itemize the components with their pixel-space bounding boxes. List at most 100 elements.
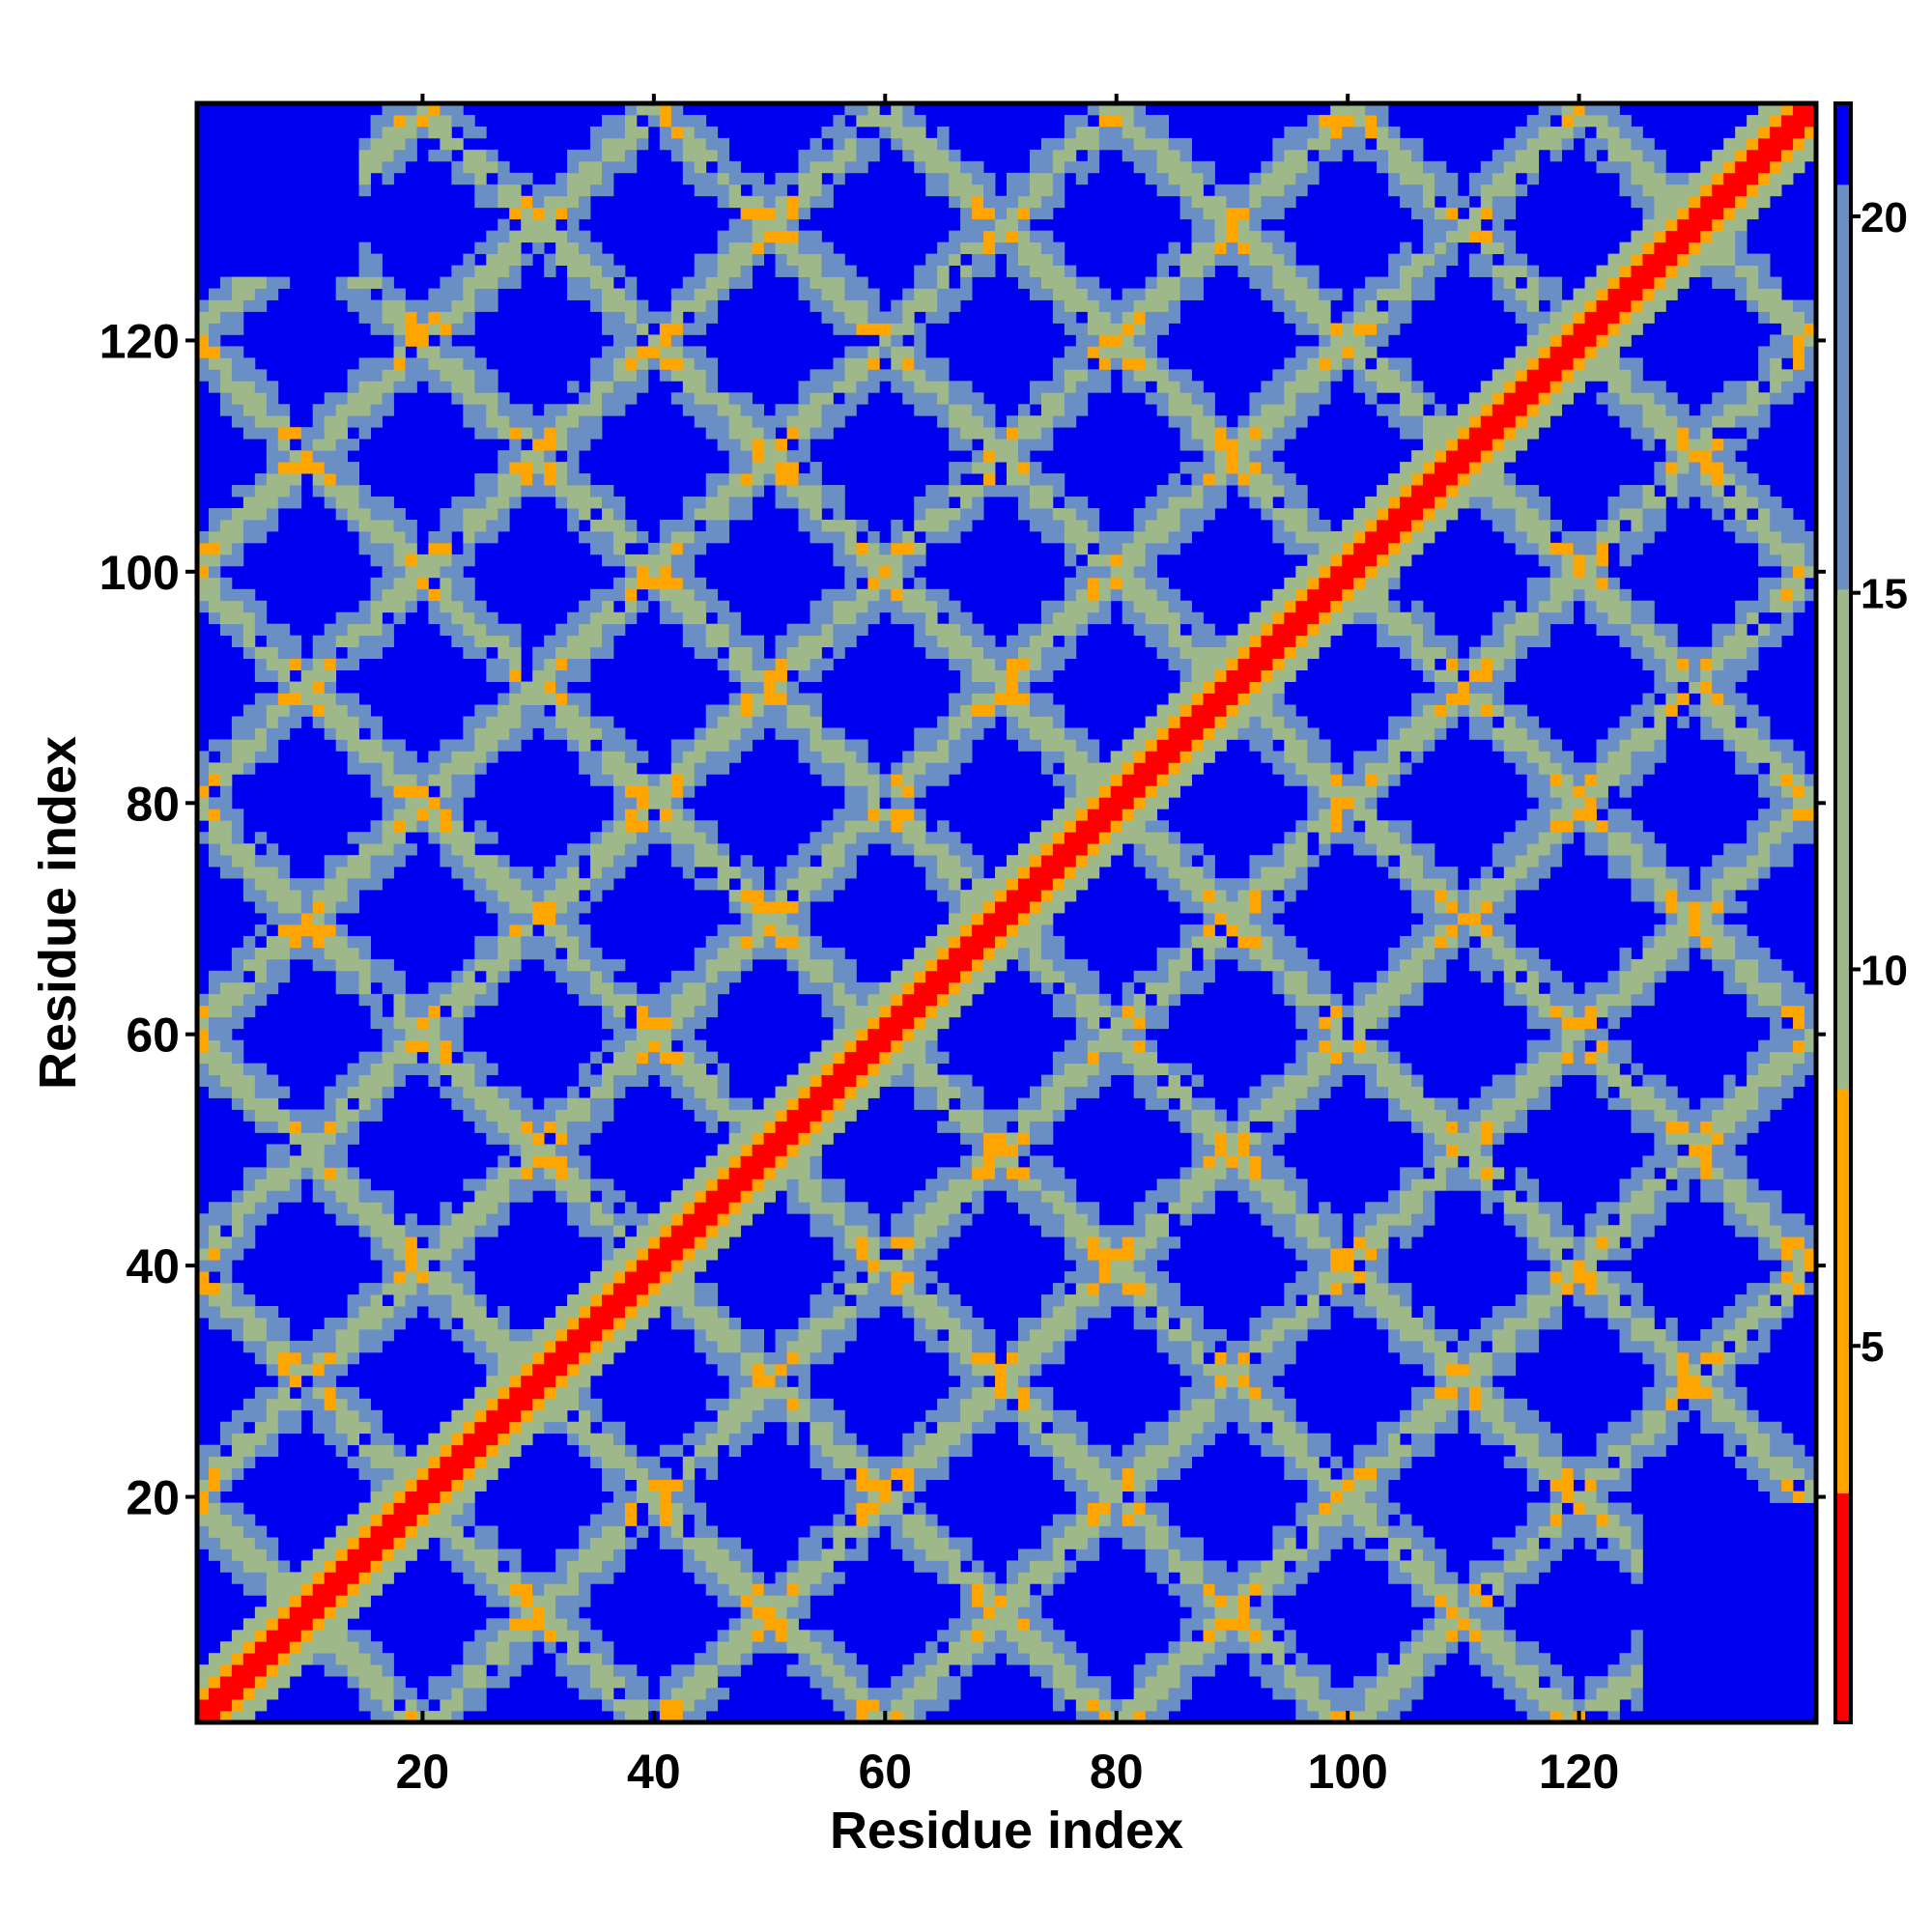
heatmap-cell: [1017, 1606, 1031, 1619]
heatmap-cell: [579, 1063, 591, 1075]
heatmap-cell: [1631, 958, 1643, 972]
heatmap-cell: [821, 1179, 834, 1191]
heatmap-cell: [1723, 1398, 1736, 1411]
heatmap-cell: [1607, 1548, 1620, 1561]
heatmap-cell: [416, 1467, 429, 1480]
heatmap-cell: [1631, 1340, 1643, 1353]
heatmap-cell: [1052, 970, 1065, 983]
heatmap-cell: [1422, 1202, 1435, 1214]
heatmap-cell: [242, 1548, 256, 1561]
heatmap-cell: [937, 1097, 950, 1110]
heatmap-cell: [1665, 1121, 1678, 1133]
heatmap-cell: [1457, 1121, 1470, 1133]
heatmap-cell: [1261, 1618, 1273, 1631]
heatmap-cell: [1400, 1225, 1412, 1237]
heatmap-cell: [1098, 1271, 1112, 1284]
heatmap-cell: [1723, 1318, 1736, 1330]
heatmap-cell: [266, 890, 279, 902]
heatmap-cell: [1179, 981, 1192, 995]
heatmap-cell: [242, 1005, 256, 1018]
heatmap-cell: [983, 1351, 996, 1365]
heatmap-cell: [937, 1051, 950, 1065]
heatmap-cell: [798, 1132, 810, 1145]
heatmap-cell: [579, 1167, 591, 1179]
heatmap-cell: [497, 1421, 510, 1435]
heatmap-cell: [798, 890, 810, 902]
heatmap-cell: [775, 1086, 787, 1098]
heatmap-cell: [1492, 1097, 1505, 1110]
heatmap-cell: [219, 1306, 233, 1319]
heatmap-cell: [983, 1340, 996, 1353]
heatmap-cell: [347, 1121, 359, 1133]
heatmap-cell: [949, 981, 961, 995]
heatmap-cell: [937, 1398, 950, 1411]
heatmap-cell: [1249, 913, 1262, 925]
heatmap-cell: [1400, 1444, 1412, 1458]
heatmap-cell: [1261, 1386, 1273, 1400]
heatmap-cell: [972, 1121, 984, 1133]
heatmap-cell: [509, 890, 522, 902]
heatmap-cell: [463, 1283, 475, 1295]
heatmap-cell: [1330, 1711, 1343, 1723]
heatmap-cell: [1122, 1016, 1135, 1030]
heatmap-cell: [1272, 1409, 1285, 1423]
heatmap-cell: [694, 1456, 707, 1469]
heatmap-cell: [833, 993, 845, 1007]
heatmap-cell: [1295, 1097, 1308, 1110]
heatmap-cell: [509, 901, 522, 914]
heatmap-cell: [370, 1318, 383, 1330]
heatmap-cell: [1492, 1074, 1505, 1087]
heatmap-cell: [416, 1225, 429, 1237]
heatmap-cell: [949, 1653, 961, 1665]
heatmap-cell: [590, 1109, 603, 1122]
heatmap-cell: [335, 1155, 349, 1168]
heatmap-cell: [1422, 1190, 1435, 1203]
heatmap-cell: [1098, 1294, 1112, 1307]
heatmap-cell: [1468, 1167, 1482, 1179]
heatmap-cell: [1377, 1318, 1389, 1330]
heatmap-cell: [1758, 1086, 1771, 1098]
heatmap-cell: [1665, 890, 1678, 902]
heatmap-cell: [1665, 1190, 1678, 1203]
heatmap-cell: [254, 1537, 268, 1549]
heatmap-cell: [705, 1109, 719, 1122]
heatmap-cell: [509, 1433, 522, 1446]
heatmap-cell: [1249, 1398, 1262, 1411]
heatmap-cell: [451, 1097, 464, 1110]
heatmap-cell: [763, 1398, 776, 1411]
heatmap-cell: [867, 993, 880, 1007]
heatmap-cell: [1052, 1225, 1065, 1237]
heatmap-cell: [440, 1051, 452, 1065]
heatmap-cell: [1712, 1318, 1724, 1330]
heatmap-cell: [1319, 1664, 1331, 1677]
heatmap-cell: [1040, 1444, 1054, 1458]
heatmap-cell: [1607, 1039, 1620, 1053]
heatmap-cell: [1492, 947, 1505, 960]
heatmap-cell: [612, 1444, 626, 1458]
heatmap-cell: [972, 1202, 984, 1214]
heatmap-cell: [1191, 1306, 1204, 1319]
heatmap-cell: [1040, 1618, 1054, 1631]
heatmap-cell: [949, 1179, 961, 1191]
heatmap-cell: [497, 1132, 510, 1145]
heatmap-cell: [1191, 1618, 1204, 1631]
heatmap-cell: [1549, 1491, 1563, 1503]
heatmap-cell: [1307, 1063, 1320, 1075]
heatmap-cell: [1249, 1409, 1262, 1423]
heatmap-cell: [636, 1016, 649, 1030]
heatmap-cell: [867, 981, 880, 995]
heatmap-cell: [231, 1190, 244, 1203]
heatmap-cell: [440, 1444, 452, 1458]
heatmap-cell: [1654, 1179, 1666, 1191]
heatmap-cell: [752, 923, 764, 937]
heatmap-cell: [266, 947, 279, 960]
heatmap-cell: [1087, 1306, 1100, 1319]
heatmap-cell: [821, 958, 834, 972]
heatmap-cell: [1307, 1236, 1320, 1249]
heatmap-cell: [1052, 993, 1065, 1007]
heatmap-cell: [335, 1363, 349, 1377]
heatmap-cell: [1226, 1398, 1238, 1411]
heatmap-cell: [451, 1525, 464, 1538]
heatmap-cell: [925, 1039, 938, 1053]
heatmap-cell: [1179, 1121, 1192, 1133]
